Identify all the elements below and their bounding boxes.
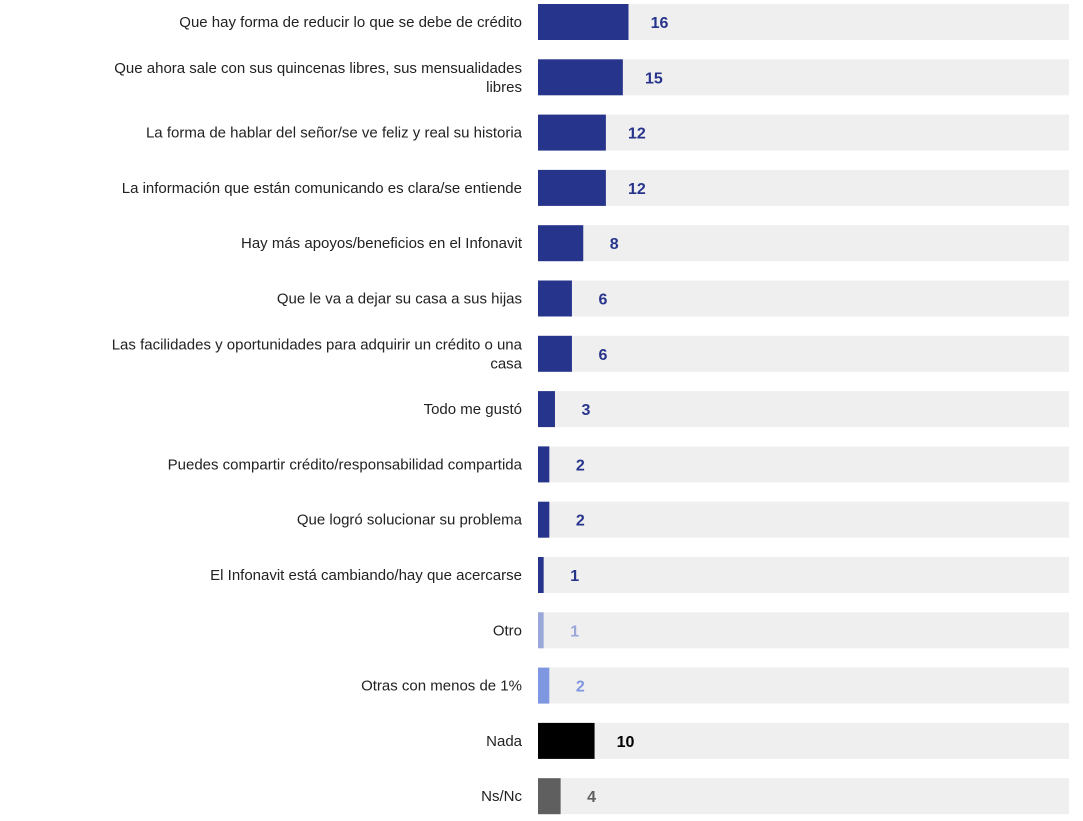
category-label: Que ahora sale con sus quincenas libres,… <box>114 60 522 77</box>
bar-track <box>538 667 1069 704</box>
category-label: Puedes compartir crédito/responsabilidad… <box>168 456 523 473</box>
value-label: 12 <box>628 181 646 198</box>
bar-track <box>538 501 1069 538</box>
category-label: Nada <box>486 733 523 750</box>
bar <box>538 446 550 483</box>
bar-track <box>538 557 1069 593</box>
bar-track <box>538 169 1069 206</box>
bar <box>538 4 629 40</box>
bar-track <box>538 612 1069 649</box>
bar <box>538 612 544 649</box>
bar <box>538 59 623 96</box>
bar-track <box>538 335 1069 372</box>
value-label: 2 <box>576 457 585 474</box>
value-label: 3 <box>582 402 591 419</box>
value-label: 1 <box>570 623 579 640</box>
bar <box>538 280 572 317</box>
bar-track <box>538 446 1069 483</box>
category-label: Que hay forma de reducir lo que se debe … <box>179 14 522 31</box>
value-label: 15 <box>645 70 663 87</box>
value-label: 6 <box>598 292 607 309</box>
bar <box>538 722 595 759</box>
value-label: 2 <box>576 679 585 696</box>
bar <box>538 667 550 704</box>
category-label: Que logró solucionar su problema <box>297 512 523 529</box>
category-label: La forma de hablar del señor/se ve feliz… <box>146 125 523 142</box>
value-label: 2 <box>576 513 585 530</box>
bar <box>538 501 550 538</box>
category-label: La información que están comunicando es … <box>122 180 522 197</box>
bar-track <box>538 280 1069 317</box>
bar <box>538 169 606 206</box>
bar-track <box>538 225 1069 262</box>
category-label: Que le va a dejar su casa a sus hijas <box>277 291 522 308</box>
bar <box>538 225 584 262</box>
bar <box>538 557 544 593</box>
bar-track <box>538 778 1069 815</box>
bar-track <box>538 59 1069 96</box>
bar-track <box>538 391 1069 428</box>
value-label: 1 <box>570 568 579 585</box>
category-label: libres <box>486 79 522 96</box>
bar-track <box>538 114 1069 151</box>
category-label: Otras con menos de 1% <box>361 678 522 695</box>
bar <box>538 778 561 815</box>
value-label: 12 <box>628 126 646 143</box>
value-label: 6 <box>598 347 607 364</box>
value-label: 4 <box>587 789 596 806</box>
bar <box>538 335 572 372</box>
bar <box>538 114 606 151</box>
category-label: Otro <box>493 622 522 639</box>
category-label: Todo me gustó <box>424 401 522 418</box>
value-label: 16 <box>651 15 669 32</box>
bar-track <box>538 722 1069 759</box>
value-label: 10 <box>617 734 635 751</box>
category-label: Ns/Nc <box>481 788 522 805</box>
category-label: El Infonavit está cambiando/hay que acer… <box>210 567 522 584</box>
category-label: casa <box>490 355 522 372</box>
value-label: 8 <box>610 236 619 253</box>
category-label: Hay más apoyos/beneficios en el Infonavi… <box>241 235 523 252</box>
category-label: Las facilidades y oportunidades para adq… <box>112 336 523 353</box>
bar <box>538 391 555 428</box>
